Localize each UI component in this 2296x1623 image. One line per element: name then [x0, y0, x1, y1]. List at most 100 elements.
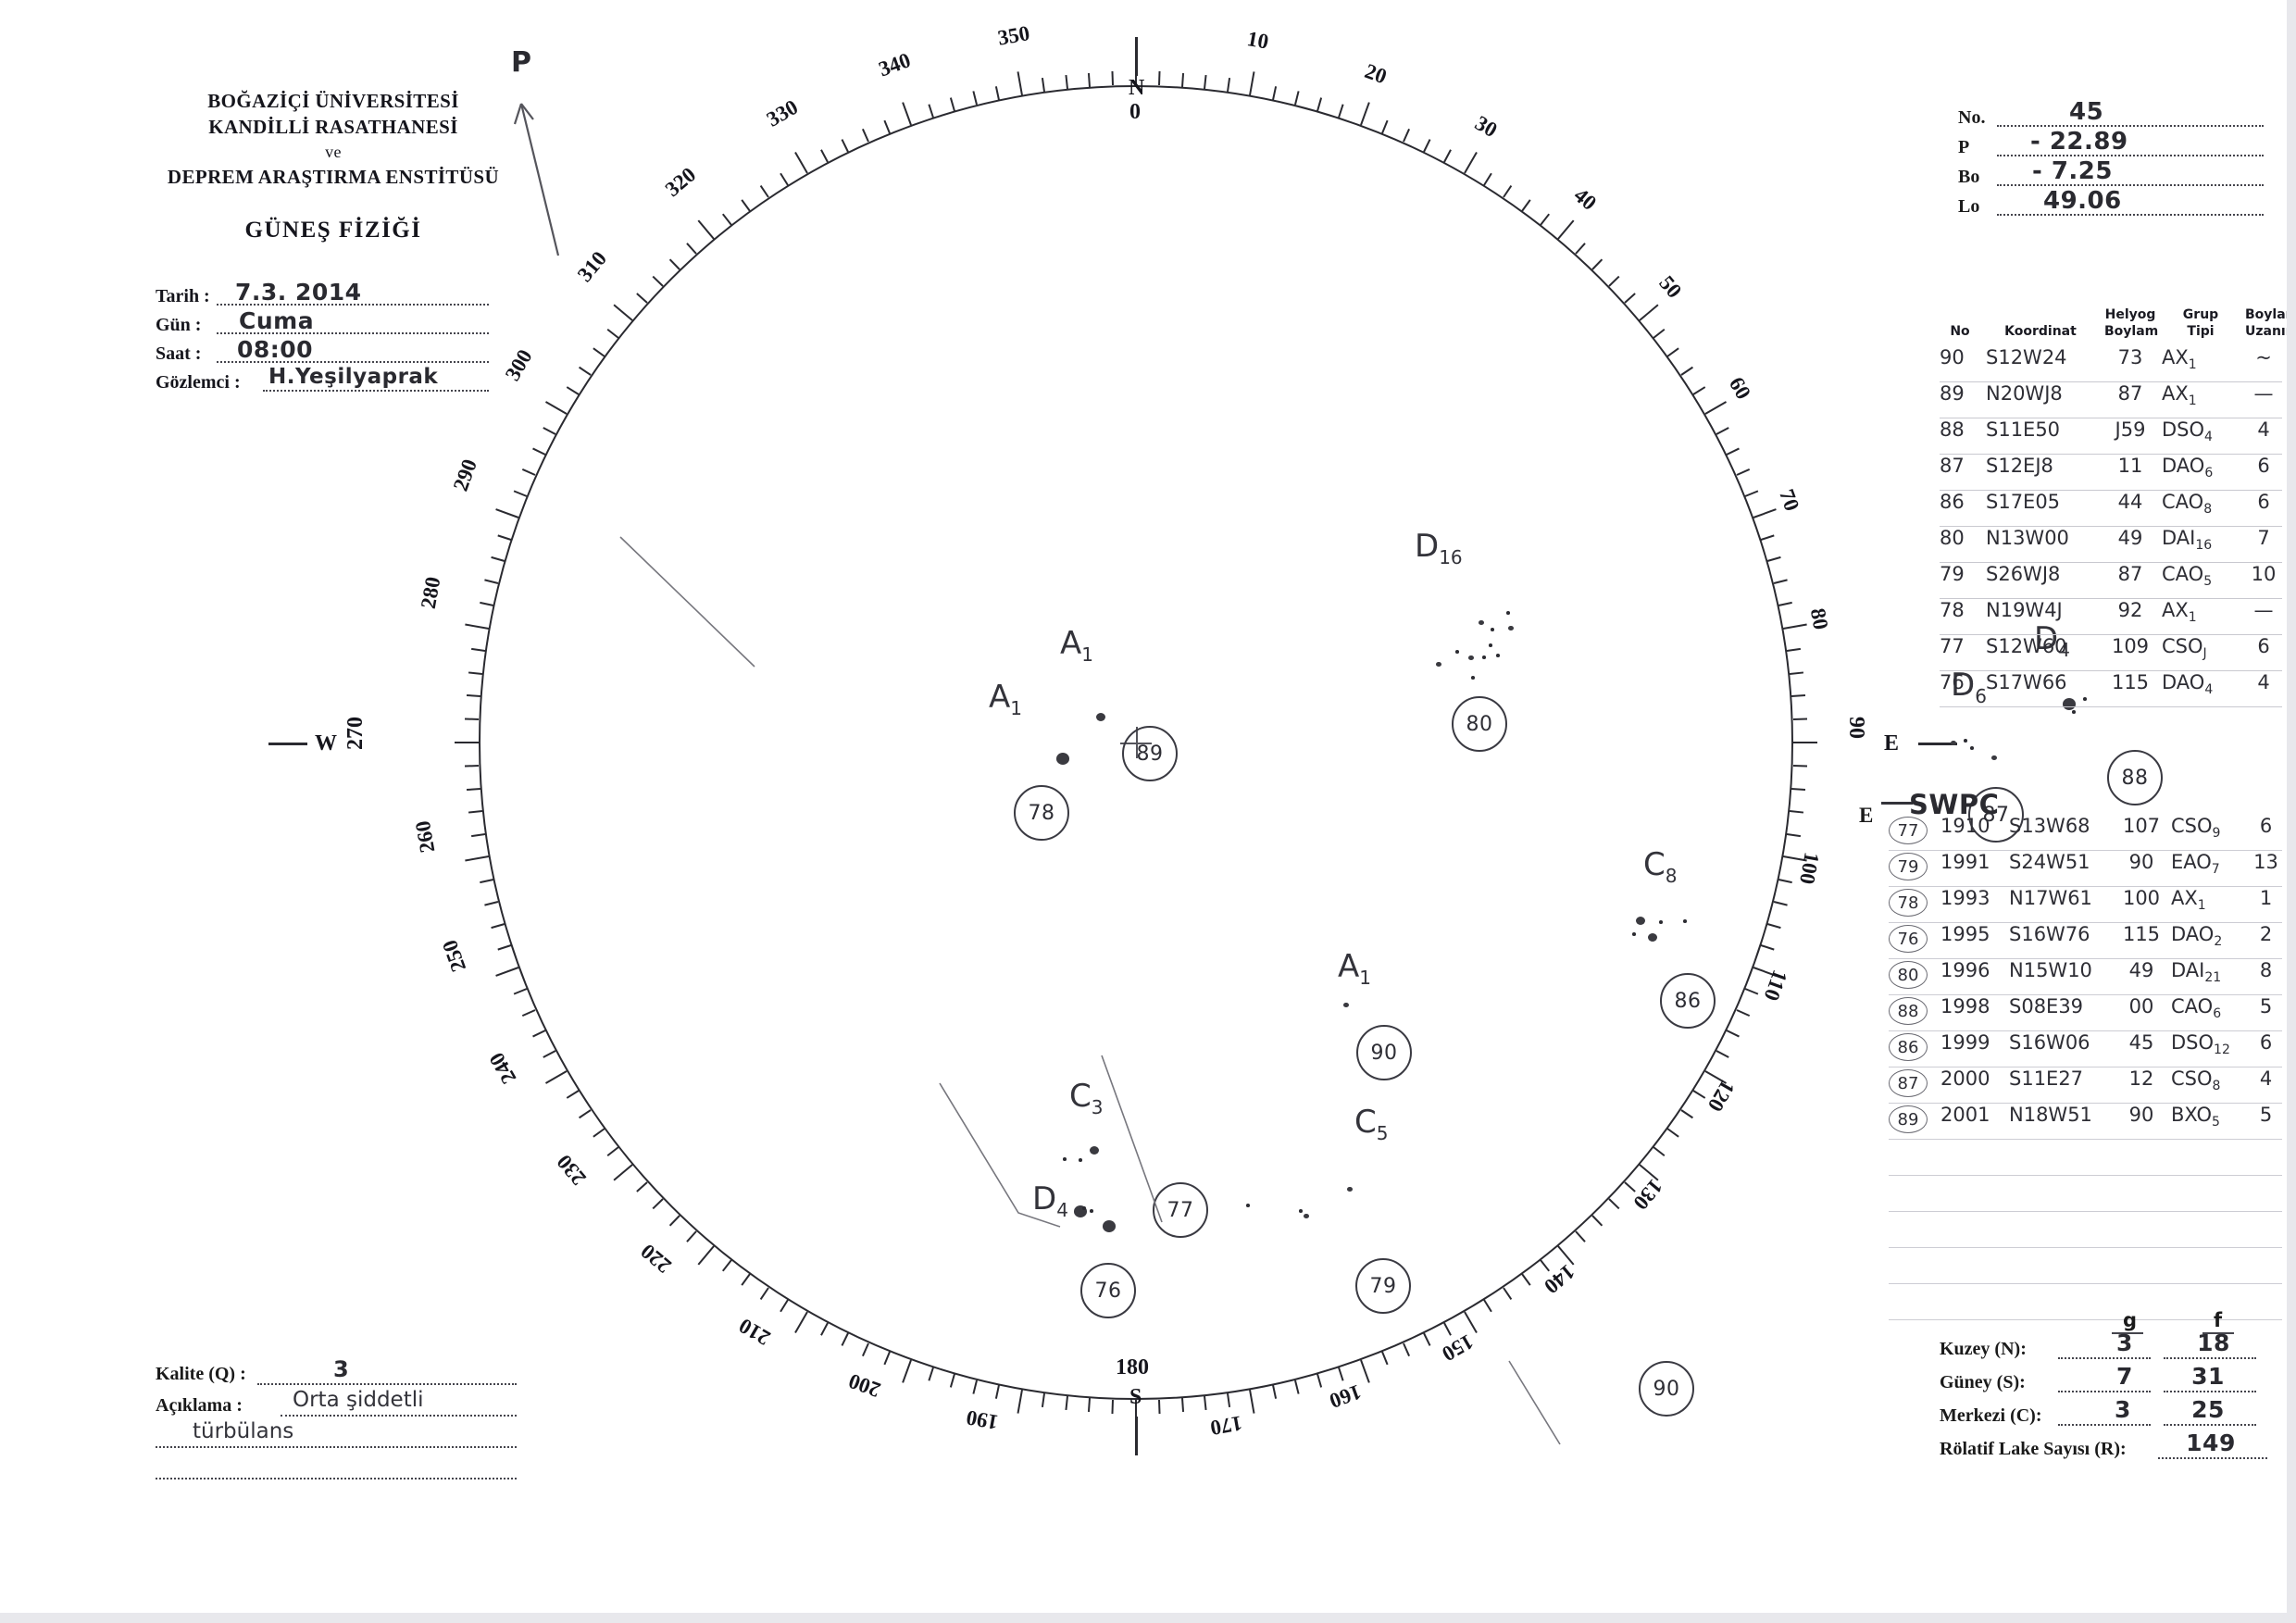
kalite-label: Kalite (Q) :	[156, 1364, 246, 1384]
cell-koordinat: S12W24	[1986, 346, 2067, 368]
group-number-80: 80	[1452, 696, 1507, 752]
cardinal-south: S	[1129, 1385, 1142, 1409]
sunspot-mark	[1468, 655, 1474, 661]
swpc-boylam: 00	[2128, 995, 2154, 1017]
swpc-region-id: 1996	[1940, 959, 1990, 981]
cell-uzanim: —	[2253, 382, 2274, 405]
aciklama-value: Orta şiddetli	[293, 1388, 424, 1412]
south-label: Güney (S):	[1940, 1372, 2026, 1392]
lo-value: 49.06	[2043, 187, 2122, 215]
degree-label-240: 240	[484, 1048, 521, 1088]
field-lo[interactable]: Lo 49.06	[1958, 187, 2264, 220]
day-value: Cuma	[239, 307, 315, 334]
degree-label-50: 50	[1654, 270, 1687, 303]
east-side-marker: E	[1859, 804, 1874, 827]
th-no: No	[1950, 324, 1970, 339]
relative-label: Rölatif Lake Sayısı (R):	[1940, 1439, 2127, 1459]
group-label-C5: C5	[1354, 1104, 1389, 1144]
north-f-value: 18	[2197, 1330, 2230, 1356]
cell-tip: DAI16	[2162, 527, 2213, 554]
relative-value: 149	[2186, 1429, 2236, 1456]
table-row: 76 S17W66 115 DAO4 4	[1940, 671, 2282, 707]
sunspot-mark	[1299, 1209, 1303, 1213]
swpc-region-id: 2001	[1940, 1104, 1990, 1126]
field-aciklama-empty[interactable]	[156, 1454, 517, 1485]
aciklama-value-2: türbülans	[193, 1419, 294, 1443]
degree-label-60: 60	[1724, 373, 1755, 404]
north-g-value: 3	[2116, 1330, 2133, 1356]
swpc-region-id: 1993	[1940, 887, 1990, 909]
swpc-title: SWPC	[1909, 789, 2000, 820]
field-no[interactable]: No. 45	[1958, 98, 2264, 131]
degree-label-260: 260	[410, 818, 440, 855]
field-day[interactable]: Gün : Cuma	[156, 307, 489, 340]
field-aciklama[interactable]: Açıklama : Orta şiddetli	[156, 1388, 517, 1422]
row-south: Güney (S): 7 31	[1940, 1363, 2291, 1400]
swpc-circle-number: 88	[1889, 997, 1928, 1025]
swpc-row: 89 2001 N18W51 90 BXO5 5	[1889, 1104, 2282, 1140]
swpc-tip: AX1	[2171, 887, 2206, 914]
day-label: Gün :	[156, 315, 202, 335]
sunspot-measurement-table: No Koordinat Helyog Boylam Grup Tipi Boy…	[1940, 296, 2296, 707]
group-number-90-limb: 90	[1639, 1361, 1694, 1417]
swpc-row: 80 1996 N15W10 49 DAI21 8	[1889, 959, 2282, 995]
degree-label-310: 310	[572, 246, 611, 286]
cardinal-north-degree: 0	[1129, 100, 1141, 124]
field-aciklama-cont[interactable]: türbülans	[156, 1419, 517, 1454]
swpc-circle-number: 87	[1889, 1069, 1928, 1097]
swpc-tip: EAO7	[2171, 851, 2220, 878]
swpc-tip: DAI21	[2171, 959, 2222, 986]
swpc-dash	[1881, 802, 1913, 805]
field-observer[interactable]: Gözlemci : H.Yeşilyaprak	[156, 365, 489, 397]
cell-boylam: 11	[2117, 455, 2143, 477]
time-value: 08:00	[237, 336, 314, 363]
swpc-boylam: 90	[2128, 851, 2154, 873]
cell-no: 87	[1940, 455, 1965, 477]
swpc-circle-number: 80	[1889, 961, 1928, 989]
swpc-uzanim: 13	[2253, 851, 2278, 873]
sunspot-mark	[1056, 753, 1069, 765]
sunspot-mark	[1063, 1157, 1067, 1161]
aciklama-dotted-line	[281, 1415, 517, 1417]
degree-label-330: 330	[762, 95, 803, 132]
cell-tip: CSOJ	[2162, 635, 2207, 662]
field-p[interactable]: P - 22.89	[1958, 128, 2264, 161]
degree-label-280: 280	[416, 574, 445, 611]
cell-boylam: J59	[2115, 418, 2146, 441]
no-dotted-line	[1997, 125, 2264, 127]
th-boylam: Boylam	[2104, 324, 2159, 339]
sunspot-mark	[1491, 628, 1494, 631]
south-f-dots	[2164, 1391, 2256, 1392]
field-time[interactable]: Saat : 08:00	[156, 336, 489, 368]
group-number-76: 76	[1080, 1263, 1136, 1318]
sunspot-mark	[1683, 919, 1687, 923]
sunspot-mark	[2072, 710, 2076, 714]
day-dotted-line	[217, 331, 489, 334]
table-row: 88 S11E50 J59 DSO4 4	[1940, 418, 2282, 455]
swpc-blank-row	[1889, 1176, 2282, 1212]
degree-label-300: 300	[501, 345, 538, 385]
group-number-87: 87	[1968, 787, 2024, 843]
swpc-tip: BXO5	[2171, 1104, 2220, 1130]
sunspot-mark	[1455, 650, 1459, 654]
swpc-uzanim: 1	[2259, 887, 2273, 909]
time-dotted-line	[217, 360, 489, 363]
group-label-D4: D4	[2034, 620, 2070, 661]
observer-dotted-line	[263, 389, 489, 392]
swpc-tip: DAO2	[2171, 923, 2223, 950]
field-kalite[interactable]: Kalite (Q) : 3	[156, 1356, 517, 1391]
degree-label-250: 250	[437, 937, 470, 976]
sunspot-mark	[1951, 741, 1956, 746]
swpc-region-id: 1999	[1940, 1031, 1990, 1054]
group-label-D16: D16	[1415, 528, 1463, 568]
cell-tip: AX1	[2162, 382, 2197, 409]
degree-label-340: 340	[875, 47, 914, 81]
institution-conjunction: ve	[325, 143, 342, 161]
cell-no: 77	[1940, 635, 1965, 657]
cell-no: 80	[1940, 527, 1965, 549]
field-date[interactable]: Tarih : 7.3. 2014	[156, 279, 489, 311]
swpc-uzanim: 2	[2259, 923, 2273, 945]
field-bo[interactable]: Bo - 7.25	[1958, 157, 2264, 191]
cell-no: 89	[1940, 382, 1965, 405]
